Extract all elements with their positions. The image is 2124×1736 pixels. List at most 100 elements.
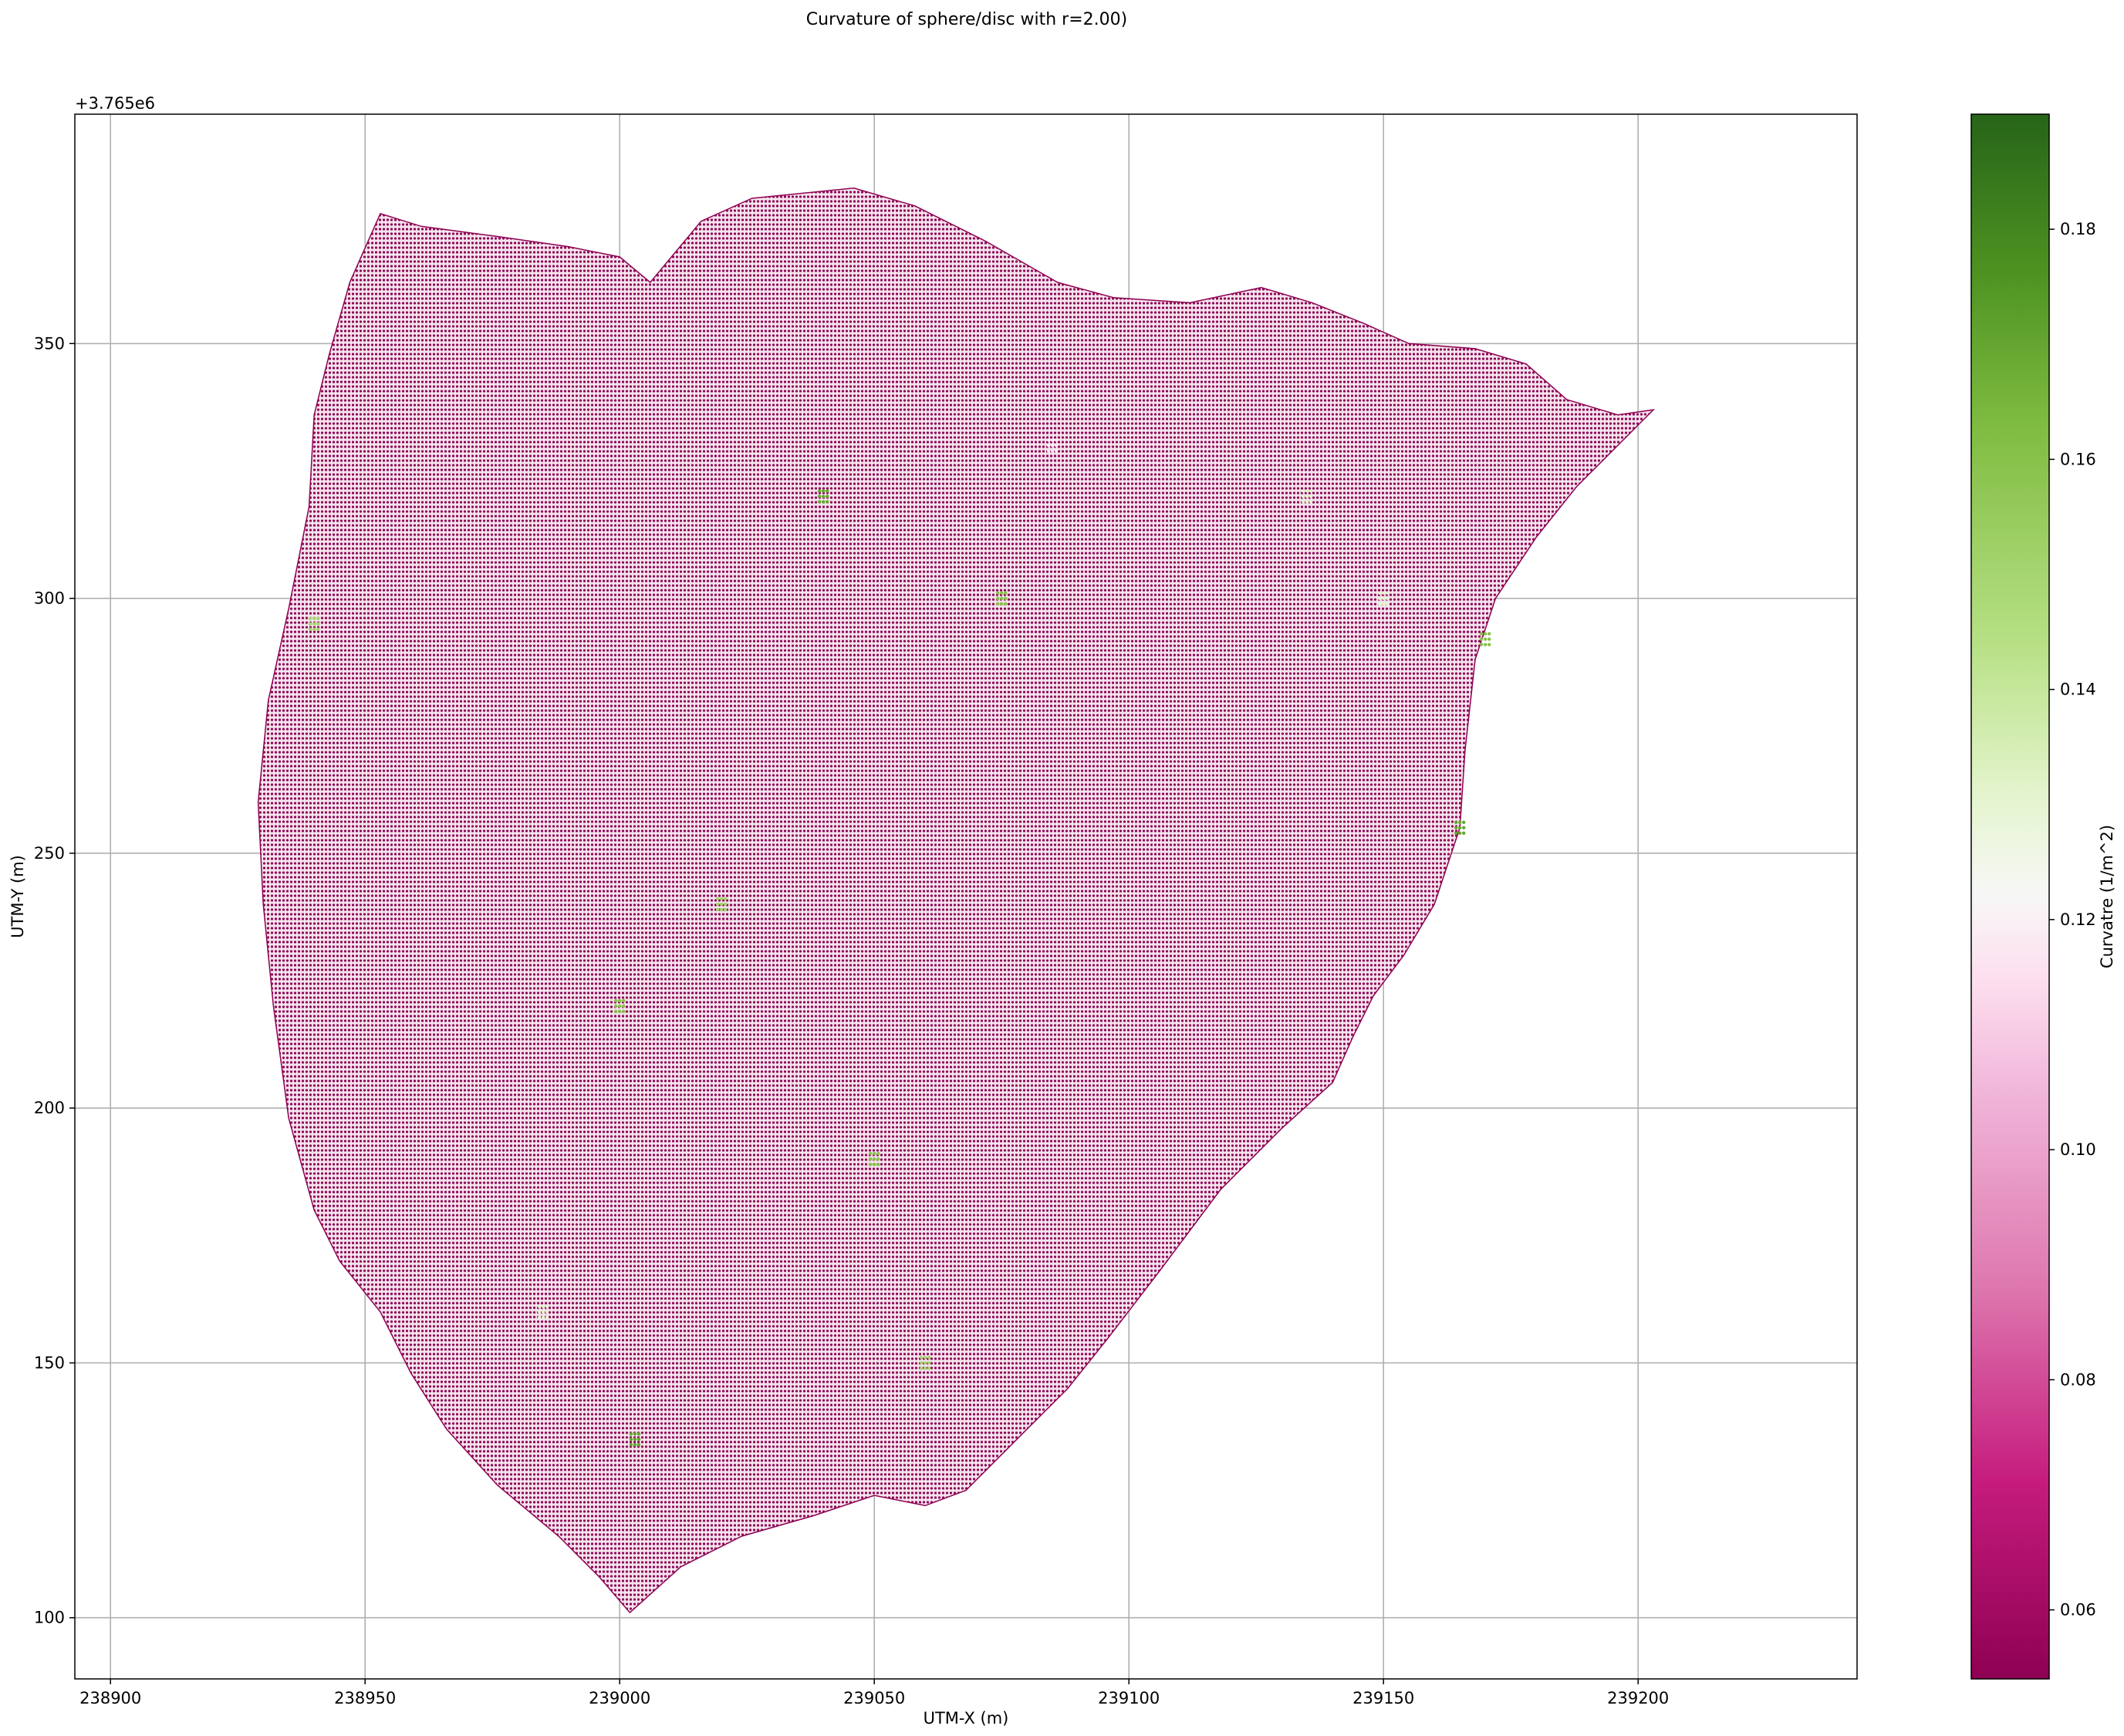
scatter-point	[1484, 637, 1487, 641]
scatter-point	[633, 1432, 637, 1436]
plot-area	[257, 187, 1656, 1614]
scatter-point	[920, 1361, 924, 1365]
colorbar-tick-label: 0.14	[2060, 681, 2096, 699]
scatter-point	[312, 616, 316, 620]
scatter-point	[724, 907, 728, 912]
scatter-point	[1458, 831, 1462, 836]
scatter-point	[1378, 596, 1382, 600]
scatter-point	[1302, 489, 1305, 493]
scatter-point	[1004, 591, 1008, 595]
x-tick-label: 239000	[589, 1689, 650, 1707]
scatter-point	[720, 897, 724, 901]
scatter-point	[924, 1356, 927, 1359]
scatter-point	[316, 616, 320, 620]
scatter-point	[1309, 500, 1313, 504]
scatter-point	[876, 1152, 880, 1156]
scatter-point	[1386, 602, 1390, 606]
scatter-point-cluster	[309, 616, 320, 631]
scatter-point	[716, 897, 720, 901]
scatter-point	[633, 1443, 637, 1447]
scatter-point	[629, 1437, 633, 1441]
scatter-point	[1055, 444, 1059, 448]
point-cloud-region	[257, 187, 1656, 1614]
colorbar-tick-label: 0.18	[2060, 220, 2096, 238]
scatter-point	[1051, 438, 1055, 442]
scatter-point	[614, 998, 618, 1003]
scatter-point	[1484, 632, 1487, 636]
scatter-point	[309, 627, 312, 631]
scatter-point	[1047, 444, 1051, 448]
scatter-point	[309, 622, 312, 626]
scatter-point	[1000, 591, 1004, 595]
scatter-point	[724, 902, 728, 907]
scatter-point	[920, 1366, 924, 1370]
scatter-point	[1378, 591, 1382, 595]
scatter-point	[614, 1004, 618, 1008]
y-offset-label: +3.765e6	[75, 94, 155, 113]
y-tick-label: 200	[34, 1099, 65, 1117]
scatter-point	[927, 1366, 931, 1370]
scatter-point-cluster	[920, 1356, 931, 1370]
colorbar-label: Curvatre (1/m^2)	[2098, 825, 2116, 968]
scatter-point	[1382, 591, 1386, 595]
scatter-point	[629, 1432, 633, 1436]
scatter-point	[996, 596, 1000, 600]
scatter-point	[622, 998, 626, 1003]
scatter-point-cluster	[716, 897, 728, 912]
x-axis-label: UTM-X (m)	[924, 1709, 1009, 1728]
x-axis-ticks: 238900 238950 239000 239050 239100 239150 2392…	[79, 1679, 1669, 1707]
scatter-point	[1462, 826, 1466, 830]
scatter-point-cluster	[629, 1432, 641, 1447]
colorbar-tick-label: 0.12	[2060, 910, 2096, 929]
y-tick-label: 350	[34, 334, 65, 353]
scatter-point	[316, 622, 320, 626]
y-tick-label: 100	[34, 1609, 65, 1627]
scatter-point	[1055, 438, 1059, 442]
scatter-point	[1487, 643, 1491, 647]
scatter-point	[822, 500, 826, 504]
scatter-point	[1454, 826, 1458, 830]
scatter-point	[818, 495, 822, 498]
scatter-point	[1051, 449, 1055, 453]
scatter-point	[826, 489, 829, 493]
scatter-point	[1382, 596, 1386, 600]
scatter-point	[818, 489, 822, 493]
scatter-point	[1487, 632, 1491, 636]
colorbar-tick-label: 0.06	[2060, 1601, 2096, 1619]
scatter-point	[545, 1310, 549, 1314]
scatter-point-cluster	[614, 998, 626, 1014]
scatter-point	[1000, 602, 1004, 606]
scatter-point-cluster	[538, 1305, 549, 1319]
scatter-point	[1378, 602, 1382, 606]
scatter-point	[927, 1356, 931, 1359]
scatter-point	[542, 1316, 545, 1319]
scatter-point	[716, 907, 720, 912]
colorbar-tick-label: 0.16	[2060, 450, 2096, 468]
scatter-point	[920, 1356, 924, 1359]
scatter-point	[629, 1443, 633, 1447]
scatter-point	[316, 627, 320, 631]
scatter-point	[869, 1163, 873, 1167]
x-tick-label: 239100	[1098, 1689, 1160, 1707]
scatter-point	[822, 495, 826, 498]
scatter-point	[618, 998, 622, 1003]
y-tick-label: 300	[34, 589, 65, 608]
scatter-point	[1382, 602, 1386, 606]
x-tick-label: 238900	[79, 1689, 141, 1707]
x-tick-label: 239150	[1352, 1689, 1414, 1707]
scatter-point	[1480, 632, 1484, 636]
scatter-point	[538, 1316, 542, 1319]
scatter-point	[633, 1437, 637, 1441]
scatter-point	[1305, 500, 1309, 504]
scatter-point	[826, 495, 829, 498]
scatter-point	[869, 1157, 873, 1161]
scatter-point	[1386, 591, 1390, 595]
scatter-point	[1454, 820, 1458, 825]
colorbar: 0.06 0.08 0.10 0.12 0.14 0.16 0.18 Curvatre (1…	[1970, 113, 2116, 1680]
scatter-point	[1305, 489, 1309, 493]
scatter-point	[622, 1009, 626, 1014]
scatter-point	[622, 1004, 626, 1008]
scatter-point	[720, 907, 724, 912]
scatter-point	[637, 1443, 641, 1447]
scatter-point	[1309, 495, 1313, 498]
